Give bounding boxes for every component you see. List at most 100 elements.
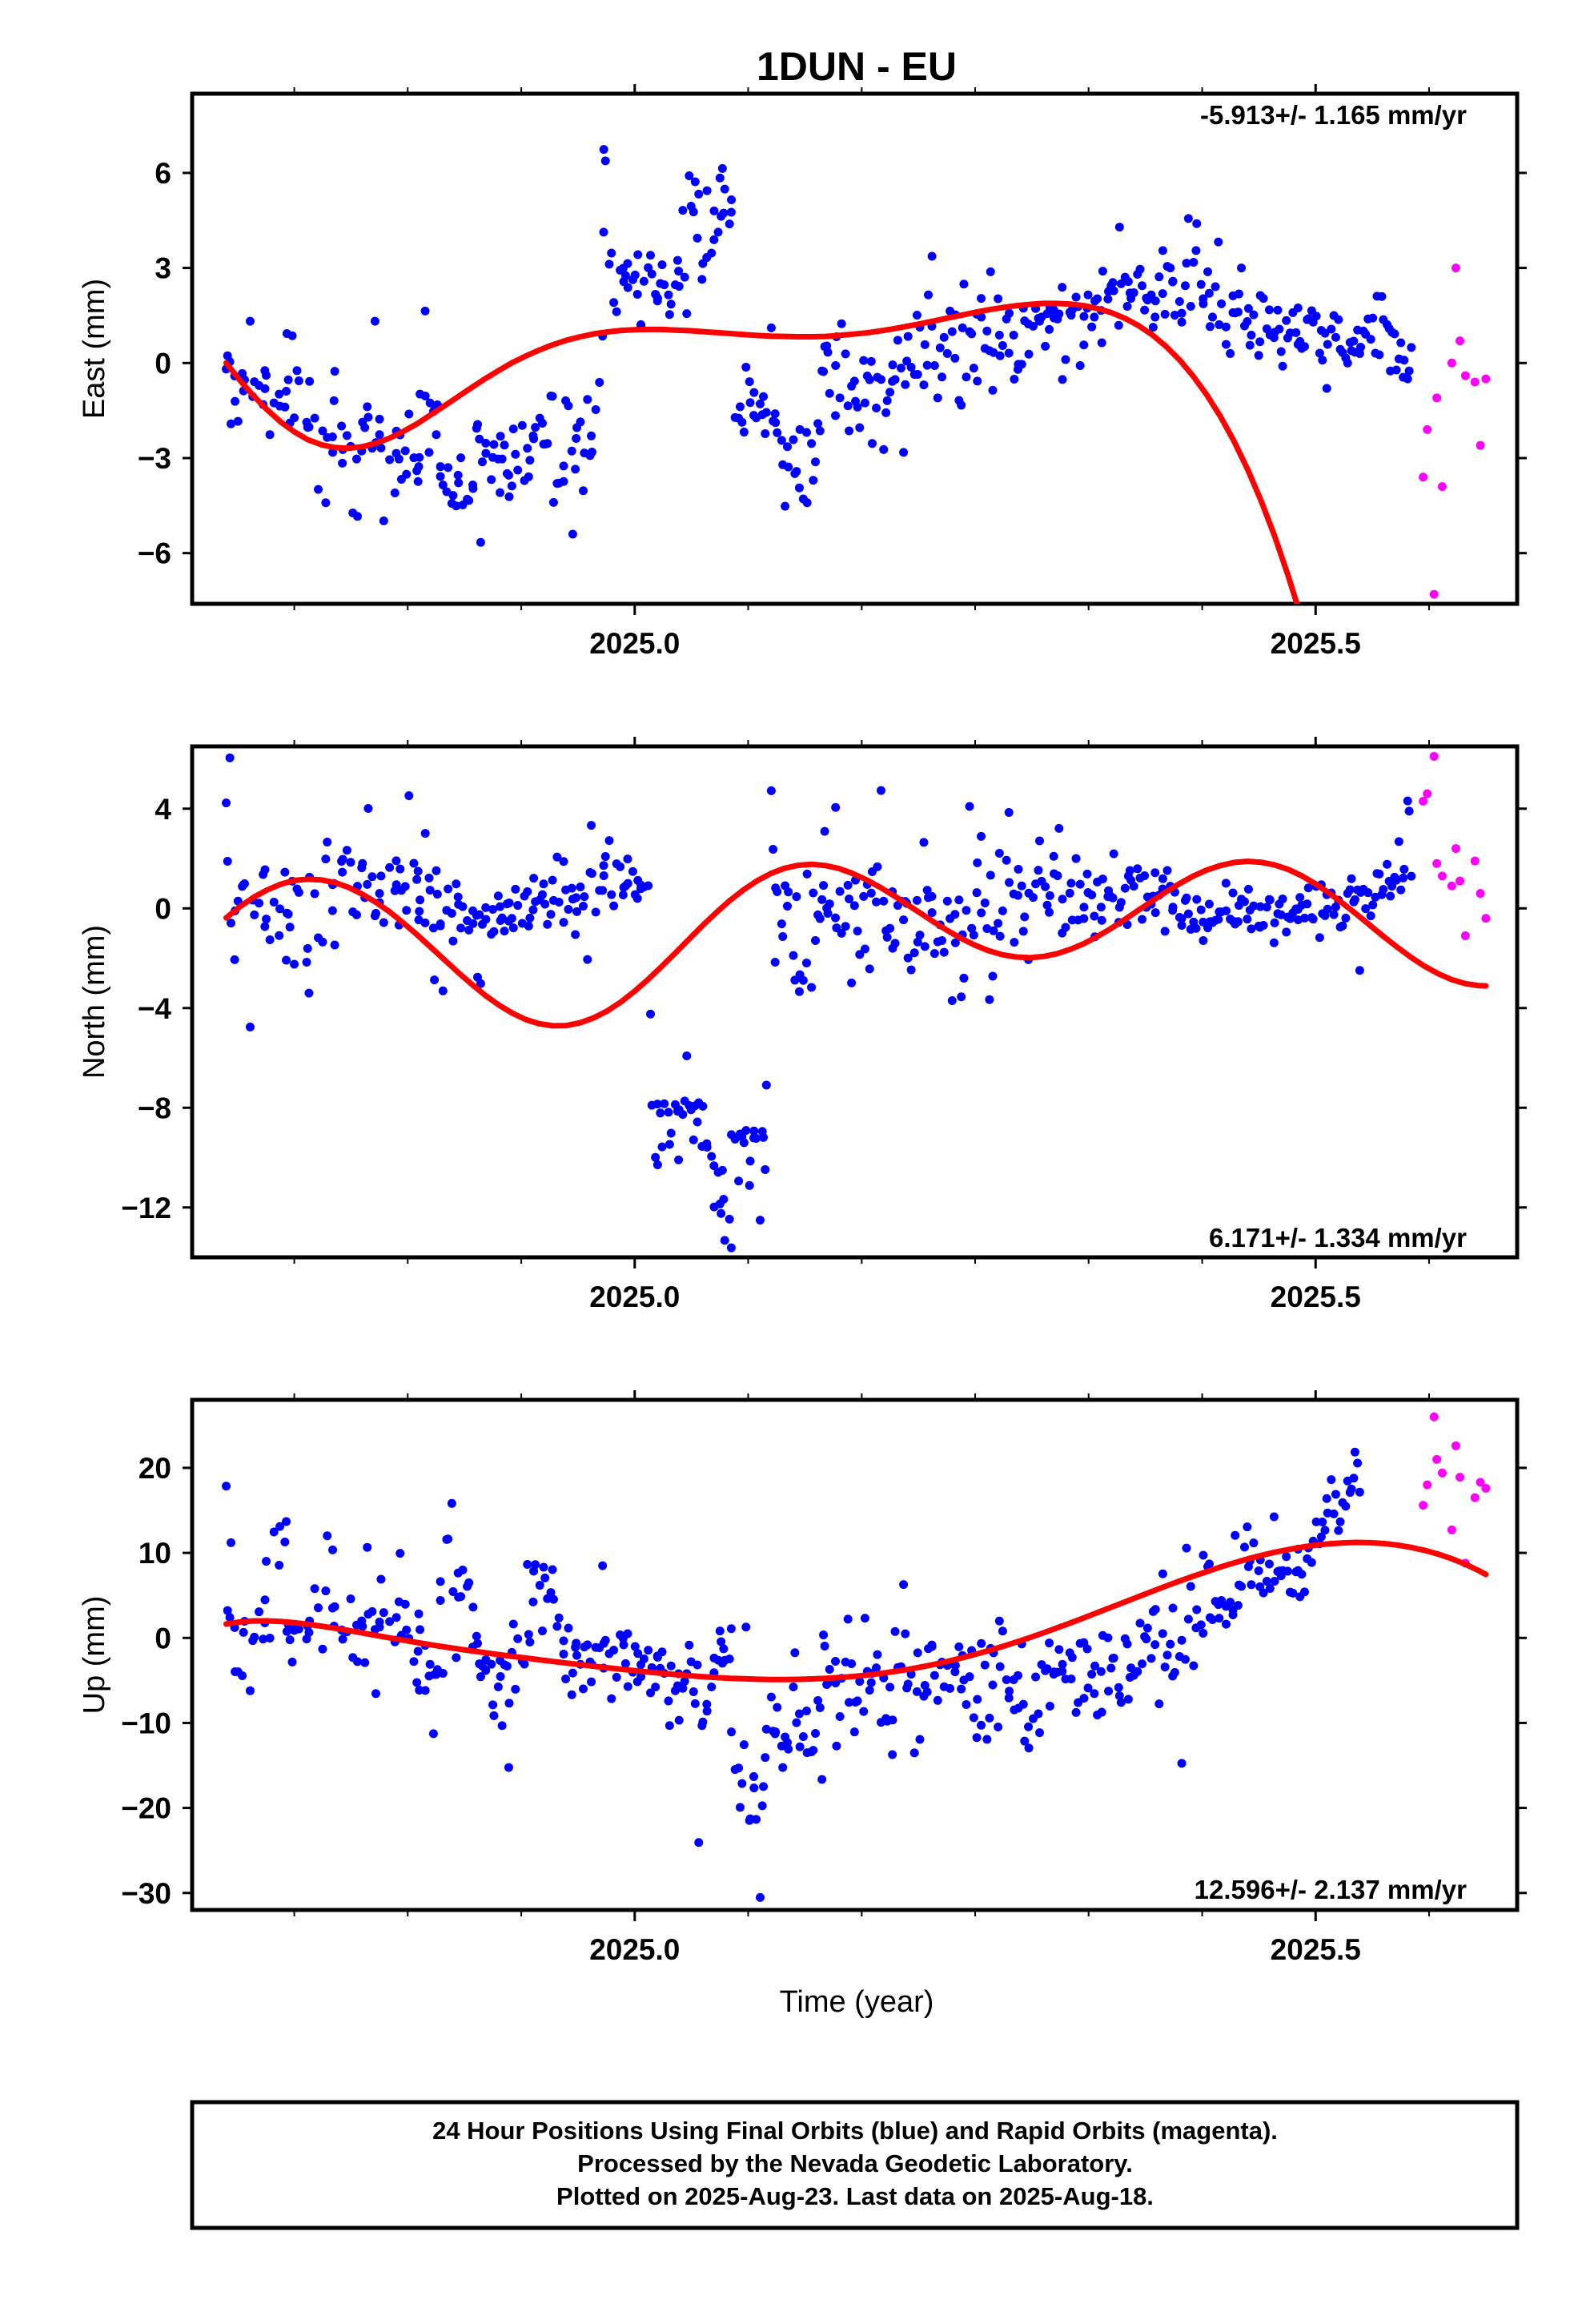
- east-final-point: [819, 367, 829, 376]
- east-final-point: [245, 316, 255, 326]
- north-final-point: [1255, 902, 1265, 911]
- up-final-point: [693, 1660, 702, 1670]
- east-final-point: [475, 434, 484, 444]
- up-final-point: [757, 1801, 767, 1811]
- north-final-point: [304, 988, 314, 998]
- east-final-point: [1203, 267, 1213, 276]
- east-final-point: [893, 336, 902, 345]
- east-final-point: [1154, 272, 1164, 282]
- up-final-point: [1142, 1634, 1151, 1644]
- east-final-point: [652, 293, 662, 303]
- north-final-point: [448, 936, 458, 946]
- east-final-point: [1045, 324, 1054, 334]
- up-final-point: [473, 1638, 483, 1648]
- east-final-point: [477, 457, 487, 467]
- north-final-point: [425, 886, 435, 895]
- up-final-point: [280, 1538, 290, 1547]
- north-final-point: [920, 942, 930, 951]
- up-final-point: [352, 1657, 362, 1667]
- north-final-point: [664, 1108, 673, 1117]
- up-final-point: [1283, 1566, 1292, 1576]
- up-final-point: [664, 1696, 673, 1706]
- east-final-point: [414, 462, 424, 472]
- east-rapid-point: [1419, 472, 1428, 482]
- up-final-point: [1334, 1526, 1343, 1535]
- north-final-point: [375, 889, 384, 899]
- up-final-point: [794, 1709, 804, 1719]
- east-final-point: [755, 399, 765, 408]
- east-final-point: [633, 250, 643, 259]
- east-final-point: [1010, 374, 1019, 384]
- east-final-point: [559, 476, 568, 486]
- north-final-point: [644, 881, 653, 891]
- north-final-point: [745, 1156, 755, 1166]
- east-final-point: [739, 428, 749, 437]
- north-final-point: [554, 898, 564, 907]
- up-final-point: [612, 1672, 621, 1682]
- north-final-point: [428, 923, 438, 933]
- east-final-point: [287, 331, 297, 340]
- north-final-point: [546, 910, 556, 919]
- east-final-point: [548, 497, 558, 507]
- up-final-point: [623, 1682, 632, 1691]
- north-final-point: [1282, 927, 1291, 937]
- east-final-point: [969, 364, 978, 373]
- north-final-point: [623, 879, 632, 888]
- up-final-point: [1247, 1580, 1256, 1590]
- north-final-point: [508, 923, 518, 933]
- north-final-point: [876, 786, 885, 795]
- up-final-point: [734, 1763, 744, 1773]
- east-final-point: [988, 385, 998, 395]
- north-final-point: [283, 909, 293, 919]
- north-final-point: [385, 862, 395, 872]
- up-final-point: [496, 1671, 505, 1681]
- up-final-point: [795, 1742, 805, 1751]
- north-final-point: [529, 874, 539, 883]
- up-final-point: [855, 1677, 865, 1687]
- north-final-point: [950, 938, 960, 947]
- up-final-point: [447, 1498, 456, 1508]
- up-final-point: [464, 1578, 474, 1587]
- north-final-point: [986, 870, 995, 880]
- east-final-point: [697, 275, 707, 284]
- east-final-point: [1211, 282, 1220, 292]
- north-final-point: [1168, 903, 1178, 912]
- north-final-point: [511, 884, 520, 894]
- up-final-point: [508, 1619, 518, 1629]
- up-final-point: [680, 1676, 689, 1686]
- north-final-point: [845, 894, 854, 903]
- north-final-point: [717, 1165, 727, 1175]
- east-final-point: [1129, 287, 1138, 297]
- north-final-point: [239, 879, 249, 888]
- north-final-point: [777, 919, 786, 929]
- up-final-point: [982, 1735, 992, 1744]
- east-final-point: [1368, 313, 1378, 323]
- east-final-point: [444, 463, 453, 472]
- up-final-point: [572, 1651, 582, 1660]
- up-final-point: [318, 1644, 327, 1654]
- east-final-point: [1123, 277, 1133, 287]
- footer-box: 24 Hour Positions Using Final Orbits (bl…: [190, 2100, 1520, 2230]
- up-final-point: [1307, 1558, 1316, 1567]
- up-final-point: [1067, 1653, 1077, 1663]
- up-final-point: [1254, 1566, 1263, 1576]
- east-final-point: [1116, 279, 1126, 288]
- east-final-point: [781, 501, 790, 511]
- up-final-point: [831, 1656, 841, 1666]
- north-final-point: [609, 901, 619, 911]
- east-final-point: [591, 404, 600, 414]
- up-final-point: [375, 1617, 384, 1626]
- north-final-point: [262, 915, 271, 924]
- north-final-point: [1004, 807, 1014, 817]
- east-final-point: [571, 464, 580, 474]
- up-final-point: [358, 1622, 367, 1631]
- east-final-point: [599, 227, 608, 237]
- north-final-point: [646, 1009, 656, 1019]
- up-final-point: [766, 1692, 776, 1702]
- north-fit-line: [223, 858, 1489, 1029]
- east-final-point: [531, 423, 540, 432]
- up-final-point: [930, 1671, 939, 1680]
- north-final-point: [523, 887, 532, 896]
- east-final-point: [280, 402, 290, 412]
- north-final-point: [1129, 882, 1138, 891]
